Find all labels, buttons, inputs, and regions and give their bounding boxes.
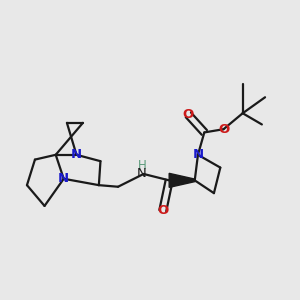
Text: O: O bbox=[218, 123, 229, 136]
Text: O: O bbox=[183, 108, 194, 121]
Text: N: N bbox=[137, 167, 147, 181]
Text: H: H bbox=[138, 160, 146, 172]
Text: N: N bbox=[71, 148, 82, 161]
Text: N: N bbox=[192, 148, 203, 161]
Polygon shape bbox=[169, 173, 195, 188]
Text: O: O bbox=[157, 204, 168, 217]
Text: N: N bbox=[58, 172, 69, 185]
